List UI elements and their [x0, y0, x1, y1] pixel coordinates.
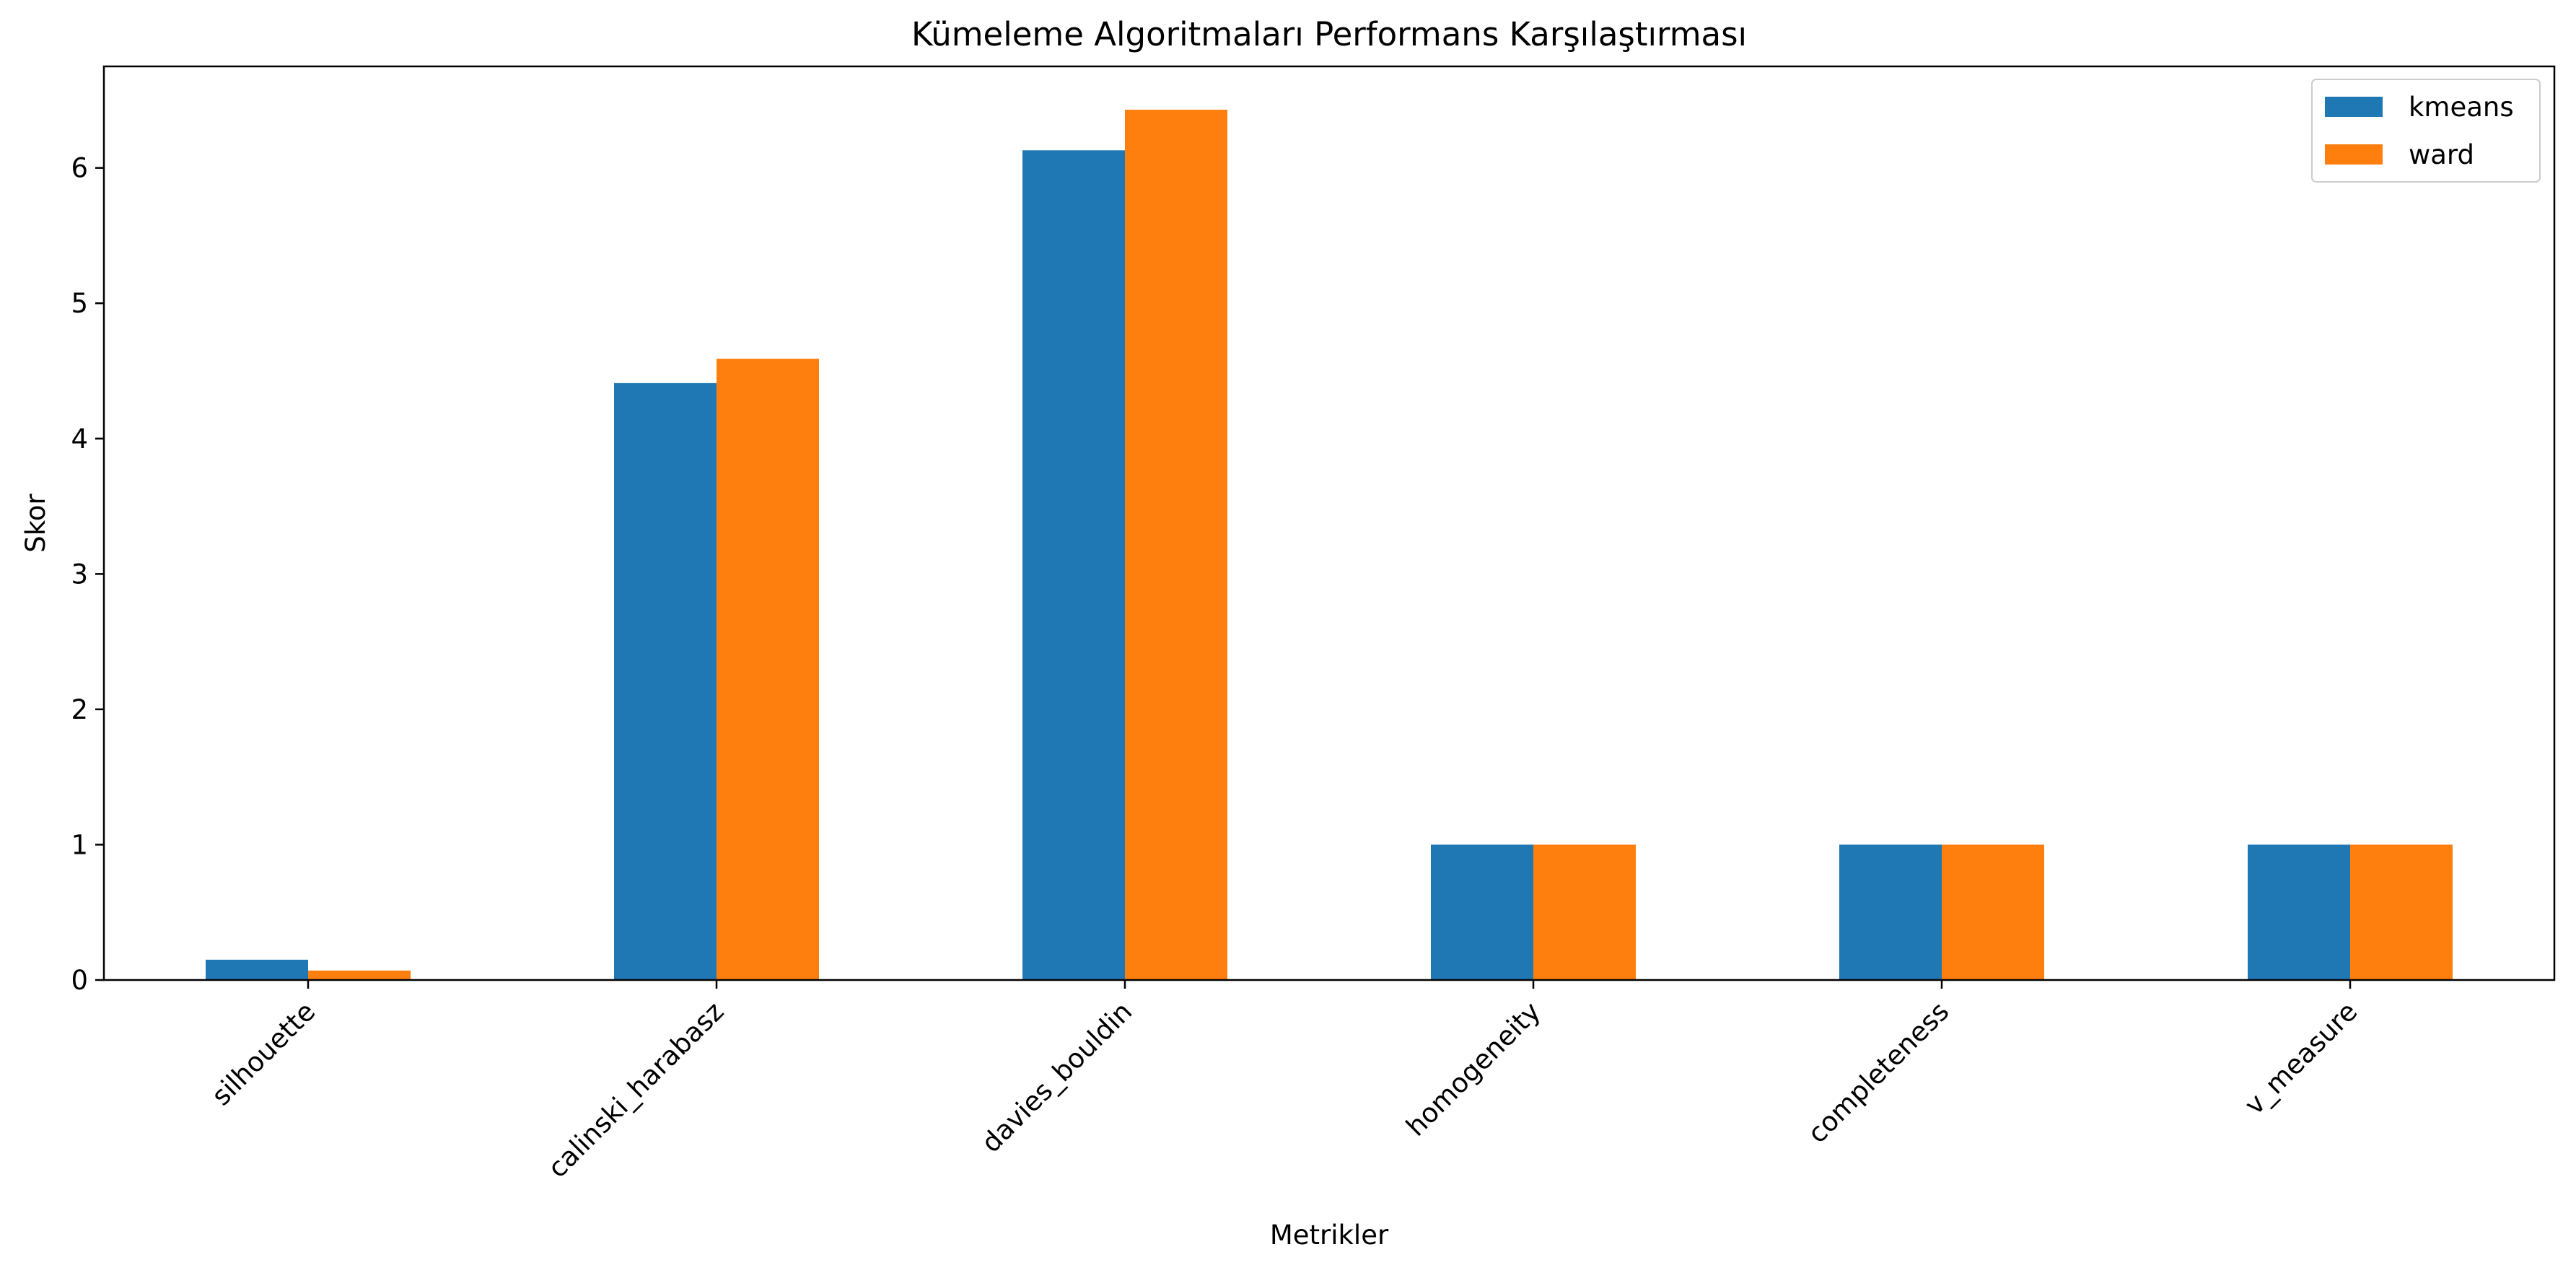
y-tick-label: 4	[71, 424, 88, 455]
x-tick-label: calinski_harabasz	[542, 996, 730, 1184]
bar-ward-completeness	[1942, 844, 2044, 980]
bar-kmeans-homogeneity	[1431, 844, 1533, 980]
bar-kmeans-calinski_harabasz	[614, 382, 717, 980]
legend-swatch-kmeans	[2325, 97, 2383, 117]
bar-ward-v_measure	[2350, 844, 2453, 980]
plot-frame	[102, 65, 2556, 981]
bar-ward-silhouette	[308, 970, 411, 980]
y-tick-label: 2	[71, 694, 88, 725]
bar-kmeans-v_measure	[2248, 844, 2350, 980]
chart-title: Kümeleme Algoritmaları Performans Karşıl…	[911, 15, 1747, 53]
y-axis-label: Skor	[20, 493, 51, 552]
y-tick-label: 6	[71, 153, 88, 184]
bar-kmeans-silhouette	[206, 959, 308, 980]
x-tick-label: davies_bouldin	[976, 996, 1139, 1159]
bar-kmeans-davies_bouldin	[1022, 150, 1125, 981]
bars-layer	[206, 110, 2453, 981]
x-tick-label: v_measure	[2238, 996, 2363, 1121]
bar-ward-davies_bouldin	[1125, 110, 1227, 980]
y-tick-label: 0	[71, 965, 88, 996]
y-tick-label: 3	[71, 559, 88, 590]
x-tick-label: homogeneity	[1400, 996, 1546, 1142]
x-axis: silhouette calinski_harabasz davies_bouldi…	[206, 980, 2363, 1184]
bar-ward-homogeneity	[1533, 844, 1636, 980]
x-axis-label: Metrikler	[1270, 1220, 1389, 1251]
bar-ward-calinski_harabasz	[717, 359, 819, 980]
x-tick-label: silhouette	[206, 996, 321, 1111]
x-tick-label: completeness	[1802, 996, 1955, 1150]
bar-kmeans-completeness	[1839, 844, 1942, 980]
y-axis: 0 1 2 3 4 5 6	[71, 153, 104, 996]
legend-label-ward: ward	[2409, 139, 2474, 170]
legend-label-kmeans: kmeans	[2409, 92, 2514, 123]
legend-swatch-ward	[2325, 144, 2383, 165]
y-tick-label: 1	[71, 829, 88, 860]
y-tick-label: 5	[71, 288, 88, 319]
legend: kmeans ward	[2311, 79, 2541, 183]
